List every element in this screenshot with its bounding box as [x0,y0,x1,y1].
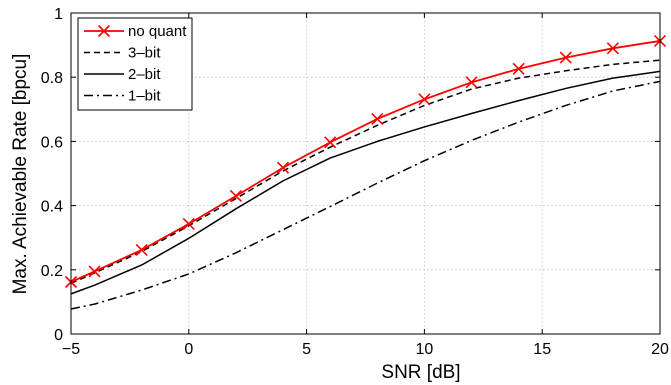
y-tick-label: 0.4 [41,199,63,216]
series-line-no-quant [70,40,661,283]
data-point-no-quant [465,76,478,89]
x-tick-label: −5 [62,341,80,358]
y-tick-label: 0.8 [41,70,63,87]
series-1-bit [70,80,661,310]
legend-marker-no-quant [97,24,111,38]
x-tick-label: 15 [533,341,551,358]
data-point-no-quant [229,189,242,203]
axis-ticks [70,12,661,335]
series-3-bit [70,59,661,284]
data-point-no-quant [418,93,431,106]
plot-frame [70,12,661,335]
data-point-no-quant [135,243,148,256]
data-point-no-quant [371,112,384,125]
y-axis-label: Max. Achievable Rate [bpcu] [10,54,31,295]
y-tick-label: 0 [54,327,63,344]
series-line-1-bit [70,80,661,310]
x-tick-label: 5 [302,341,311,358]
data-point-no-quant [559,51,572,64]
legend-box [77,17,193,111]
data-point-no-quant [88,265,101,278]
series-2-bit [70,70,661,295]
data-point-no-quant [606,42,619,55]
legend-label-1-bit: 1–bit [128,88,161,105]
series-line-2-bit [70,70,661,295]
series-layer [64,34,667,310]
legend-label-no-quant: no quant [128,23,187,40]
data-point-no-quant [512,62,525,75]
y-tick-label: 1 [54,6,63,23]
data-point-no-quant [182,217,195,230]
data-point-no-quant [324,136,337,149]
legend-label-3-bit: 3–bit [128,45,161,62]
x-tick-label: 10 [416,341,434,358]
data-point-no-quant [276,161,290,174]
legend-label-2-bit: 2–bit [128,66,161,83]
legend: no quant 3–bit 2–bit 1–bit [77,17,193,111]
series-line-3-bit [70,59,661,284]
series-no-quant [64,34,667,289]
x-tick-label: 20 [651,341,669,358]
x-axis-label: SNR [dB] [381,362,460,383]
y-tick-label: 0.2 [41,263,63,280]
y-tick-label: 0.6 [41,134,63,151]
x-tick-label: 0 [184,341,193,358]
